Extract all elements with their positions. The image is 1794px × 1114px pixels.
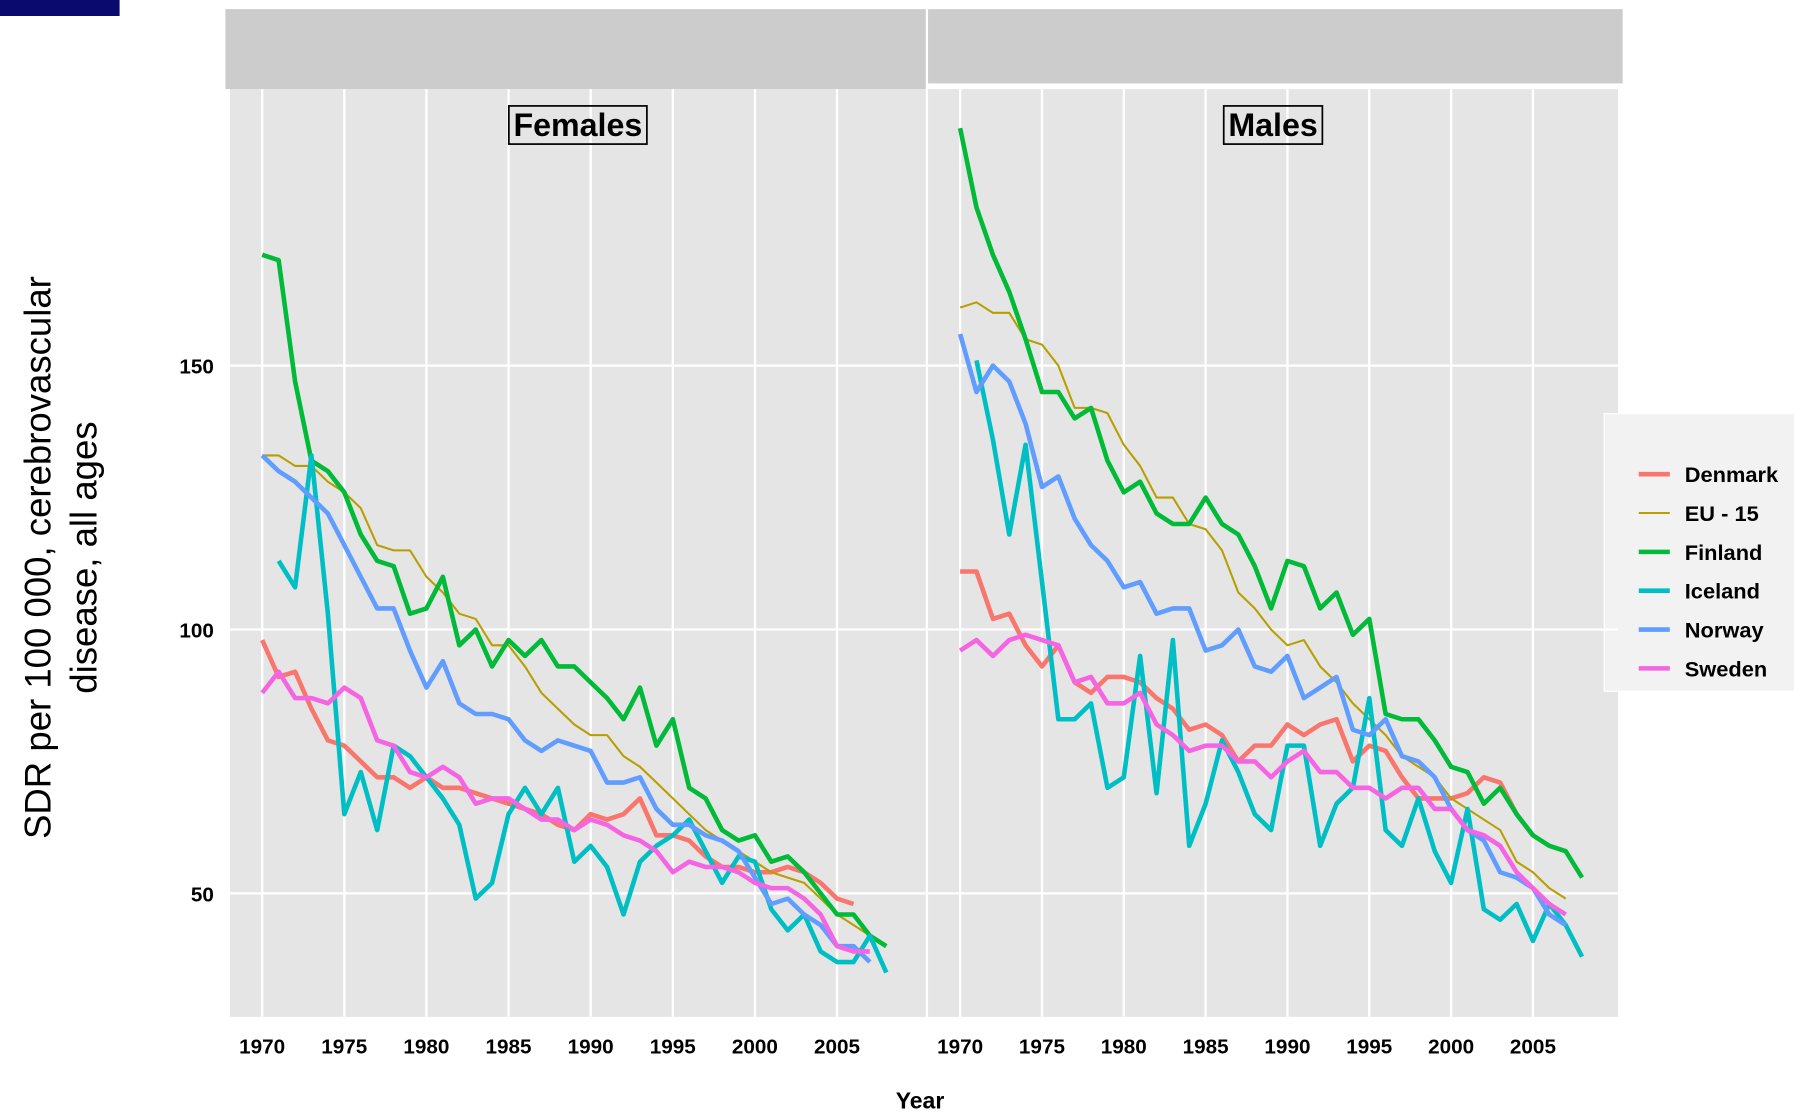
- grid: [229, 89, 1619, 1017]
- series-line: [260, 639, 855, 907]
- labels: 50 100 150 1970 1975 1980 1985 1990 1995 2000 2005…: [17, 105, 1779, 1113]
- series-line: [959, 301, 1567, 900]
- y-tick-label: 100: [179, 620, 214, 643]
- x-tick-label: 1995: [1346, 1036, 1392, 1059]
- series-line: [260, 669, 870, 954]
- x-tick-label: 1990: [568, 1036, 614, 1059]
- x-tick-label: 1985: [486, 1036, 532, 1059]
- x-tick-label: 2005: [814, 1036, 860, 1059]
- series-line: [260, 453, 872, 964]
- x-tick-label: 2000: [732, 1036, 778, 1059]
- x-tick-label: 2005: [1510, 1036, 1556, 1059]
- x-tick-label: 1985: [1183, 1036, 1229, 1059]
- series-line: [957, 127, 1585, 879]
- x-tick-label: 1980: [1101, 1036, 1147, 1059]
- lines: [260, 127, 1585, 974]
- panel-background: [230, 89, 926, 1017]
- facet-title: Males: [1228, 107, 1317, 143]
- legend-label: Iceland: [1685, 579, 1760, 604]
- facet-strip: [225, 9, 926, 90]
- facet-title: Females: [513, 107, 642, 143]
- x-tick-label: 1970: [937, 1036, 983, 1059]
- facet-strip: [928, 9, 1623, 84]
- y-tick-label: 50: [191, 883, 214, 906]
- series-line: [276, 453, 889, 974]
- series-line: [974, 359, 1585, 958]
- x-tick-label: 1975: [321, 1036, 367, 1059]
- y-tick-label: 150: [179, 356, 214, 379]
- x-tick-label: 1990: [1264, 1036, 1310, 1059]
- legend-label: Denmark: [1685, 462, 1779, 487]
- y-axis-label: disease, all ages: [63, 421, 104, 693]
- legend-label: Sweden: [1685, 656, 1768, 681]
- legend-label: EU - 15: [1685, 501, 1759, 526]
- x-axis-label: Year: [896, 1087, 945, 1113]
- legend-box: [1603, 413, 1794, 692]
- series-line: [261, 252, 888, 949]
- legend-label: Finland: [1685, 540, 1763, 565]
- x-tick-label: 1995: [650, 1036, 696, 1059]
- title-box: [1222, 105, 1324, 145]
- x-tick-label: 2000: [1428, 1036, 1474, 1059]
- corner-logo: [0, 0, 120, 16]
- legend-label: Norway: [1685, 618, 1764, 643]
- y-axis-label: SDR per 100 000, cerebrovascular: [17, 276, 58, 839]
- x-tick-label: 1980: [403, 1036, 449, 1059]
- x-tick-label: 1970: [239, 1036, 285, 1059]
- series-line: [958, 632, 1567, 917]
- title-box: [508, 105, 648, 145]
- x-tick-label: 1975: [1019, 1036, 1065, 1059]
- series-line: [960, 569, 1535, 837]
- series-line: [262, 454, 871, 937]
